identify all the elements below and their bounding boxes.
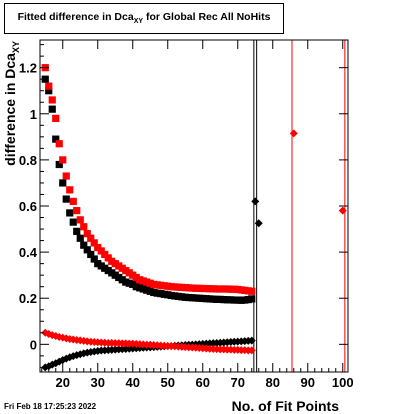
data-point-square — [83, 230, 91, 238]
chart-title-subscript: XY — [133, 18, 144, 25]
data-point-square — [90, 255, 98, 263]
data-point-diamond — [338, 206, 347, 215]
data-point-square — [66, 186, 74, 194]
chart-title-box: Fitted difference in DcaXY for Global Re… — [4, 3, 284, 34]
data-points — [41, 64, 347, 372]
x-tick-label: 60 — [196, 375, 210, 390]
data-point-square — [76, 216, 84, 224]
data-point-square — [59, 179, 67, 187]
y-tick-label: 0 — [30, 337, 37, 352]
y-tick-label: 0.6 — [19, 199, 37, 214]
chart-title: Fitted difference in DcaXY for Global Re… — [5, 11, 283, 25]
data-point-diamond — [247, 336, 256, 345]
data-point-square — [55, 160, 63, 169]
x-tick-label: 20 — [56, 375, 70, 390]
data-point-square — [87, 250, 95, 259]
data-point-square — [76, 234, 84, 242]
data-point-square — [248, 295, 256, 303]
y-tick-label: 0.2 — [19, 291, 37, 306]
data-point-square — [69, 197, 77, 205]
x-tick-label: 40 — [126, 375, 140, 390]
x-tick-label: 80 — [266, 375, 280, 390]
chart-title-main: Fitted difference in Dca — [17, 11, 134, 23]
data-point-square — [73, 227, 81, 235]
y-tick-label: 0.4 — [19, 245, 38, 260]
y-axis-title-main: difference in Dca — [2, 53, 18, 166]
data-point-square — [52, 114, 60, 122]
data-point-square — [62, 195, 70, 203]
data-point-square — [59, 156, 67, 164]
x-tick-label: 100 — [332, 375, 354, 390]
y-tick-label: 0.8 — [19, 153, 37, 168]
data-point-square — [83, 246, 91, 254]
data-point-diamond — [251, 197, 260, 206]
data-point-diamond — [254, 219, 263, 228]
data-point-diamond — [247, 346, 256, 355]
chart-title-tail: for Global Rec All NoHits — [143, 11, 271, 23]
data-point-square — [45, 82, 53, 90]
data-point-square — [80, 241, 88, 249]
timestamp: Fri Feb 18 17:25:23 2022 — [4, 402, 97, 411]
y-tick-label: 1.2 — [19, 61, 37, 76]
svg-text:difference in DcaXY: difference in DcaXY — [2, 41, 21, 166]
axes: 20 30 40 50 60 70 80 90 100 0 0.2 0.4 0.6 0.8 1 1.2 — [19, 40, 354, 390]
y-axis-title: difference in DcaXY — [2, 41, 21, 166]
data-point-square — [55, 140, 63, 148]
data-point-square — [45, 87, 53, 95]
data-point-square — [48, 105, 56, 113]
x-tick-label: 50 — [161, 375, 175, 390]
x-tick-label: 90 — [301, 375, 315, 390]
data-point-square — [48, 96, 56, 104]
data-point-square — [41, 75, 49, 83]
reference-lines — [253, 40, 346, 372]
data-point-square — [69, 218, 77, 226]
y-axis-title-subscript: XY — [11, 41, 21, 53]
plot-frame — [39, 39, 349, 373]
data-point-square — [90, 239, 98, 247]
data-point-diamond — [289, 129, 298, 138]
data-point-square — [52, 135, 60, 143]
data-point-square — [87, 234, 95, 242]
y-tick-label: 1 — [30, 107, 37, 122]
x-axis-title: No. of Fit Points — [232, 398, 340, 414]
data-point-square — [73, 207, 81, 215]
x-tick-label: 30 — [91, 375, 105, 390]
data-point-square — [248, 287, 256, 295]
data-point-square — [80, 223, 88, 231]
data-point-square — [66, 209, 74, 217]
data-point-square — [62, 172, 70, 180]
x-tick-label: 70 — [231, 375, 245, 390]
